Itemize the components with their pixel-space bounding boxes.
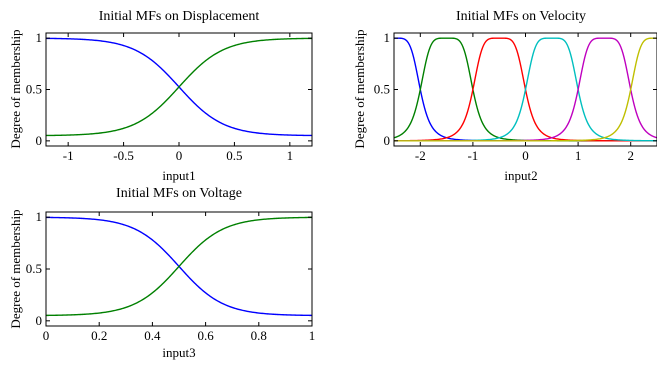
y-tick-label: 1 [36,30,43,45]
y-axis-label: Degree of membership [8,209,23,328]
x-tick-label: -0.5 [113,148,134,163]
chart-voltage: Initial MFs on Voltage Degree of members… [8,186,315,360]
x-axis-label: input3 [162,345,195,360]
plot-frame [45,211,313,327]
chart-title: Initial MFs on Voltage [116,186,242,201]
x-tick-label: 1 [309,328,316,343]
x-tick-label: 0 [176,148,183,163]
y-tick-label: 0 [36,313,43,328]
y-tick-label: 0.5 [374,82,390,97]
mf-curve [394,37,657,142]
x-tick-label: 0.2 [91,328,107,343]
chart-title: Initial MFs on Velocity [456,9,586,24]
x-axis-label: input1 [162,168,195,183]
y-axis-label: Degree of membership [8,29,23,148]
x-tick-label: 0 [43,328,50,343]
chart-displacement: Initial MFs on Displacement Degree of me… [8,9,313,183]
y-tick-label: 0.5 [26,82,42,97]
x-tick-label: 0.5 [226,148,242,163]
chart-velocity: Initial MFs on Velocity Degree of member… [352,9,657,183]
x-tick-label: 0.4 [144,328,161,343]
x-tick-label: 0.8 [251,328,267,343]
chart-title: Initial MFs on Displacement [99,9,260,24]
x-tick-label: 1 [287,148,294,163]
y-axis-label: Degree of membership [352,29,367,148]
mf-curve [46,37,312,137]
x-axis-label: input2 [504,168,537,183]
mf-curve [394,37,657,142]
y-tick-label: 1 [384,30,391,45]
x-tick-label: -1 [63,148,74,163]
y-tick-label: 0 [384,133,391,148]
y-tick-label: 0.5 [26,261,42,276]
x-tick-label: 0 [522,148,529,163]
x-tick-label: 2 [627,148,634,163]
y-tick-label: 1 [36,209,43,224]
x-tick-label: -2 [415,148,426,163]
plot-frame [45,32,313,147]
x-tick-label: 0.6 [197,328,214,343]
y-tick-label: 0 [36,133,43,148]
mf-curve [46,216,312,317]
x-tick-label: -1 [467,148,478,163]
x-tick-label: 1 [575,148,582,163]
